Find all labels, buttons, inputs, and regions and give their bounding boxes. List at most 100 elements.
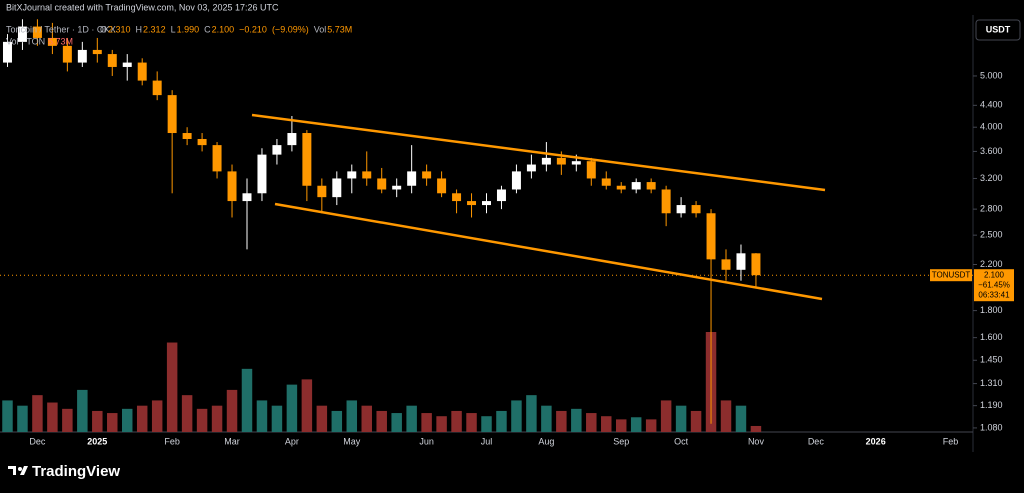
candle-body xyxy=(467,201,477,206)
volume-bar xyxy=(17,405,28,432)
candle-body xyxy=(452,193,462,202)
candle-body xyxy=(616,185,626,190)
candle-body xyxy=(646,182,656,190)
legend-value: 2.100 xyxy=(212,24,235,34)
candle-body xyxy=(77,49,87,63)
candle-body xyxy=(511,171,521,190)
candle-body xyxy=(392,185,402,190)
volume-bar xyxy=(2,400,13,432)
y-tick-label: 2.500 xyxy=(980,230,1003,240)
x-tick-label: 2025 xyxy=(87,436,107,446)
volume-bar xyxy=(481,416,492,432)
ohlc-legend: O 2.310 H 2.312 L 1.990 C 2.100 −0.210 (−9.09%) Vo… xyxy=(100,24,352,34)
volume-bar xyxy=(346,400,358,432)
volume-bar xyxy=(630,417,642,432)
volume-bar xyxy=(226,389,238,432)
plot-area xyxy=(0,19,973,432)
x-tick-label: Jul xyxy=(481,436,493,446)
volume-bar xyxy=(615,419,627,432)
candle-body xyxy=(2,41,12,63)
volume-bar xyxy=(660,400,672,432)
candle-body xyxy=(676,205,686,214)
volume-bar xyxy=(496,410,507,432)
candle-body xyxy=(631,182,641,190)
currency-box[interactable] xyxy=(975,19,1021,41)
volume-bar xyxy=(526,395,537,432)
candle-body xyxy=(332,178,342,198)
candle-body xyxy=(287,133,297,146)
price-tag-countdown: 06:33:41 xyxy=(978,290,1010,299)
candle-body xyxy=(302,133,312,186)
volume-bar xyxy=(645,419,657,432)
y-tick-label: 1.310 xyxy=(980,378,1003,388)
x-tick-label: Feb xyxy=(164,436,180,446)
volume-bar xyxy=(466,413,477,432)
volume-bar xyxy=(32,395,43,432)
candle-body xyxy=(62,45,72,63)
volume-bar xyxy=(47,402,58,432)
candle-body xyxy=(661,189,671,214)
candle-body xyxy=(227,171,237,202)
candle-body xyxy=(167,95,177,134)
y-tick-label: 1.800 xyxy=(980,305,1003,315)
channel-upper xyxy=(251,113,826,192)
volume-bar xyxy=(750,425,762,432)
legend-prefix: Vol xyxy=(314,24,327,34)
candle-body xyxy=(586,161,596,179)
candle-body xyxy=(182,133,192,139)
candle-body xyxy=(242,193,252,202)
legend-value: −0.210 xyxy=(239,24,267,34)
volume-bar xyxy=(601,416,612,432)
candle-body xyxy=(197,138,207,146)
y-tick-label: 4.400 xyxy=(980,100,1003,110)
currency[interactable]: USDT xyxy=(986,24,1011,34)
volume-bar xyxy=(436,416,447,432)
candle-body xyxy=(122,62,132,67)
volume-bar xyxy=(421,413,432,432)
candle-body xyxy=(137,62,147,81)
volume-bar xyxy=(196,408,208,432)
volume-bar xyxy=(136,405,148,432)
candle-body xyxy=(47,37,57,46)
volume-bar xyxy=(720,400,732,432)
symbol-tag-box xyxy=(930,269,972,282)
volume-bar xyxy=(92,410,103,432)
candle-body xyxy=(482,201,491,206)
candle-body xyxy=(377,178,387,190)
brand: TradingView xyxy=(32,463,120,480)
y-tick-label: 1.080 xyxy=(980,422,1003,432)
candle-body xyxy=(317,185,327,198)
y-tick-label: 2.200 xyxy=(980,259,1003,269)
candle-body xyxy=(92,49,102,55)
x-tick-label: Oct xyxy=(674,436,689,446)
candle-body xyxy=(212,145,222,172)
candle-body xyxy=(362,171,372,179)
volume-bar xyxy=(211,405,223,432)
volume-bar xyxy=(331,410,343,432)
volume-bar xyxy=(376,410,387,432)
x-tick-label: Mar xyxy=(224,436,240,446)
legend-prefix: H xyxy=(136,24,143,34)
volume-bar xyxy=(586,413,597,432)
volume-bar xyxy=(301,379,313,432)
brand-logo xyxy=(8,466,28,475)
x-tick-label: 2026 xyxy=(866,436,886,446)
volume-bar xyxy=(406,405,417,432)
candle-body xyxy=(437,178,447,194)
volume-bar xyxy=(121,408,133,432)
legend-prefix: L xyxy=(171,24,176,34)
volume-bar xyxy=(541,405,552,432)
x-tick-label: Dec xyxy=(29,436,46,446)
candle-body xyxy=(347,171,357,179)
x-tick-label: Sep xyxy=(613,436,629,446)
candle-body xyxy=(257,154,267,194)
candle-body xyxy=(407,171,417,186)
price-tag-box xyxy=(974,269,1014,302)
channel-lower xyxy=(274,202,823,301)
legend-value: 1.990 xyxy=(177,24,200,34)
volume-bar xyxy=(107,413,118,432)
candle-body xyxy=(526,164,536,172)
x-tick-label: Apr xyxy=(285,436,299,446)
x-tick-label: Feb xyxy=(943,436,959,446)
